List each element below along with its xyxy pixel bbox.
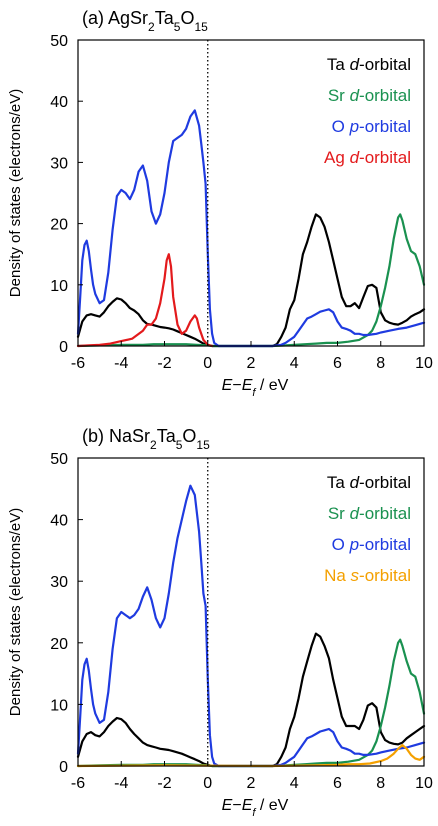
y-tick-label: 30 [50, 574, 68, 591]
legend-entry: O p-orbital [332, 535, 411, 554]
y-tick-label: 30 [50, 155, 68, 172]
y-tick-label: 40 [50, 513, 68, 530]
x-tick-label: 10 [415, 355, 433, 372]
series-line-o-p-orbital [76, 109, 426, 348]
legend-entry: Sr d-orbital [328, 86, 411, 105]
panel-title: (b) NaSr2Ta5O15 [82, 426, 210, 452]
series-line-ta-d-orbital [76, 632, 426, 768]
x-axis-label: E−Ef / eV [222, 797, 289, 819]
x-tick-label: 4 [290, 355, 299, 372]
y-tick-label: 10 [50, 697, 68, 714]
y-tick-label: 0 [59, 759, 68, 776]
legend-entry: O p-orbital [332, 117, 411, 136]
legend-entry: Ta d-orbital [327, 473, 411, 492]
y-tick-label: 20 [50, 217, 68, 234]
y-tick-label: 20 [50, 636, 68, 653]
series-line-sr-d-orbital [76, 213, 426, 348]
legend-entry: Na s-orbital [324, 566, 411, 585]
y-axis-label: Density of states (electrons/eV) [7, 89, 24, 297]
x-tick-label: 6 [333, 355, 342, 372]
y-tick-label: 40 [50, 94, 68, 111]
series-line-o-p-orbital [76, 484, 426, 768]
x-tick-label: 8 [376, 355, 385, 372]
x-tick-label: 8 [376, 775, 385, 792]
x-tick-label: 0 [203, 355, 212, 372]
x-tick-label: -4 [114, 775, 128, 792]
x-axis-label: E−Ef / eV [222, 377, 289, 399]
x-tick-label: -6 [71, 775, 85, 792]
legend-entry: Sr d-orbital [328, 504, 411, 523]
legend-entry: Ta d-orbital [327, 55, 411, 74]
x-tick-label: 4 [290, 775, 299, 792]
series-line-ag-d-orbital [76, 253, 214, 348]
series-line-ta-d-orbital [76, 213, 426, 348]
x-tick-label: -2 [157, 775, 171, 792]
x-tick-label: 0 [203, 775, 212, 792]
y-tick-label: 0 [59, 339, 68, 356]
x-tick-label: -2 [157, 355, 171, 372]
panel-a-chart: (a) AgSr2Ta5O15 -6 -4 -2 0 2 4 6 8 10 0 10 20 30 40 50 E… [7, 8, 433, 399]
legend-entry: Ag d-orbital [324, 148, 411, 167]
x-tick-label: 2 [247, 775, 256, 792]
x-tick-label: 10 [415, 775, 433, 792]
y-tick-label: 50 [50, 451, 68, 468]
y-tick-label: 50 [50, 33, 68, 50]
x-tick-label: -4 [114, 355, 128, 372]
y-tick-label: 10 [50, 278, 68, 295]
panel-title: (a) AgSr2Ta5O15 [82, 8, 208, 34]
panel-b-chart: (b) NaSr2Ta5O15 -6 -4 -2 0 2 4 6 8 10 0 10 20 30 40 50 E… [7, 426, 433, 819]
x-tick-label: 6 [333, 775, 342, 792]
x-tick-label: 2 [247, 355, 256, 372]
y-axis-label: Density of states (electrons/eV) [7, 508, 24, 716]
x-tick-label: -6 [71, 355, 85, 372]
